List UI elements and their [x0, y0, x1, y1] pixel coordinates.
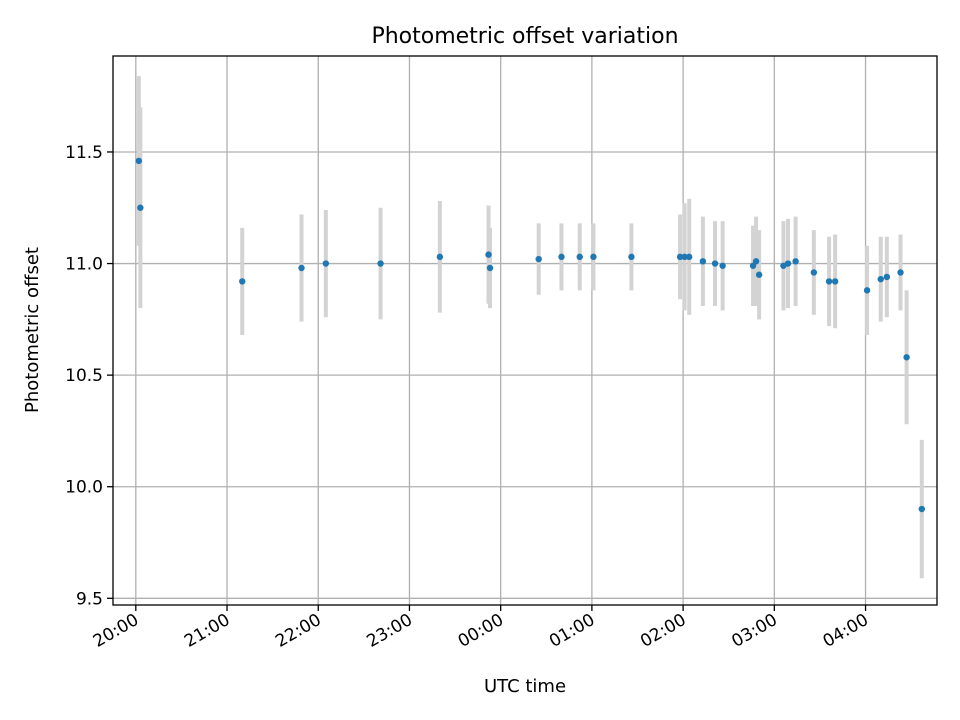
data-point	[755, 271, 763, 278]
data-point	[137, 204, 144, 211]
y-axis-label: Photometric offset	[22, 247, 43, 413]
data-point	[590, 253, 597, 261]
data-point	[749, 262, 757, 269]
y-axis-ticks: 9.5 10.0 10.5 11.0 11.5	[65, 143, 113, 609]
data-point	[377, 260, 384, 267]
data-point	[576, 253, 583, 261]
x-axis-label: UTC time	[484, 676, 566, 697]
data-point	[711, 260, 719, 267]
data-point	[486, 264, 494, 272]
data-point	[810, 269, 818, 276]
data-point	[897, 269, 904, 276]
y-tick-label: 10.0	[65, 478, 103, 498]
data-point	[485, 251, 492, 258]
data-point	[784, 260, 792, 267]
data-point	[436, 253, 444, 261]
data-point	[831, 278, 839, 285]
chart-title: Photometric offset variation	[371, 24, 678, 49]
data-point	[903, 354, 910, 361]
data-point	[135, 157, 143, 165]
data-point	[685, 253, 693, 261]
data-point	[752, 258, 760, 265]
data-point	[699, 258, 707, 265]
grid	[113, 56, 937, 605]
y-tick-label: 9.5	[76, 589, 103, 609]
data-point	[239, 278, 246, 285]
data-point	[792, 258, 799, 265]
data-point	[676, 253, 684, 261]
data-point	[918, 505, 925, 513]
data-point	[298, 264, 305, 272]
plot-frame	[112, 55, 938, 606]
data-point	[883, 273, 891, 281]
data-point	[322, 260, 330, 267]
data-point	[863, 287, 871, 294]
y-tick-label: 11.0	[65, 255, 103, 275]
data-point	[681, 253, 688, 261]
data-point	[825, 278, 833, 285]
data-point	[877, 275, 884, 283]
data-point	[628, 253, 635, 261]
data-point	[535, 255, 542, 263]
data-point	[719, 262, 726, 269]
data-point	[558, 253, 565, 261]
y-tick-label: 11.5	[65, 143, 103, 163]
data-points	[135, 157, 925, 513]
y-tick-label: 10.5	[65, 366, 103, 386]
